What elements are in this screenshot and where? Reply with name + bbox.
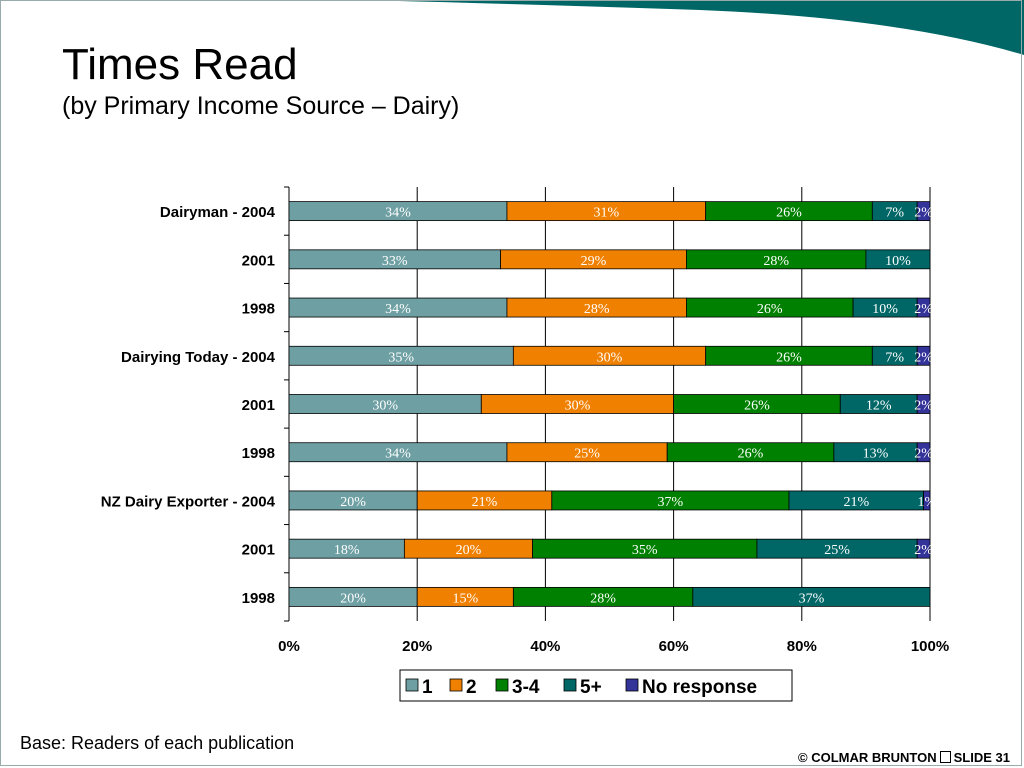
data-label: 7% xyxy=(885,350,904,365)
data-label: 26% xyxy=(744,399,770,414)
data-label: 26% xyxy=(757,302,783,317)
data-label: 34% xyxy=(385,302,411,317)
bar-segment xyxy=(916,297,931,318)
data-label: 30% xyxy=(597,350,623,365)
bar-segment xyxy=(916,442,931,463)
data-label: 37% xyxy=(658,495,684,510)
stacked-bar-chart: Dairyman - 2004 2001 1998 Dairying Today - … xyxy=(101,186,949,702)
bar-segment xyxy=(916,345,931,366)
data-label: 2% xyxy=(914,350,933,365)
x-tick-label: 60% xyxy=(659,638,689,655)
x-tick-label: 100% xyxy=(911,638,949,655)
category-label: 2001 xyxy=(242,397,275,414)
data-label: 2% xyxy=(914,302,933,317)
bar-segment xyxy=(916,538,931,559)
x-tick-label: 0% xyxy=(278,638,300,655)
bar-segment xyxy=(916,201,931,222)
data-label: 25% xyxy=(824,543,850,558)
legend-swatch xyxy=(405,678,419,692)
base-note: Base: Readers of each publication xyxy=(20,733,295,753)
data-label: 21% xyxy=(843,495,869,510)
data-label: 31% xyxy=(593,206,619,221)
legend-label: No response xyxy=(642,677,757,698)
category-label: 2001 xyxy=(242,542,275,559)
legend-label: 2 xyxy=(466,677,477,698)
data-label: 35% xyxy=(388,350,414,365)
data-label: 20% xyxy=(340,495,366,510)
data-label: 13% xyxy=(863,447,889,462)
data-label: 29% xyxy=(581,254,607,269)
category-label: 1998 xyxy=(242,301,275,318)
data-label: 33% xyxy=(382,254,408,269)
footer-brand: © COLMAR BRUNTON xyxy=(798,750,937,765)
footer: © COLMAR BRUNTON SLIDE 31 xyxy=(798,750,1010,765)
data-label: 30% xyxy=(372,399,398,414)
data-label: 26% xyxy=(738,447,764,462)
category-label: 2001 xyxy=(242,252,275,269)
x-tick-label: 80% xyxy=(787,638,817,655)
data-label: 28% xyxy=(763,254,789,269)
bar-segment xyxy=(692,586,931,607)
data-label: 26% xyxy=(776,350,802,365)
category-label: Dairyman - 2004 xyxy=(160,204,276,221)
legend-box xyxy=(399,669,793,702)
slide-subtitle: (by Primary Income Source – Dairy) xyxy=(62,92,460,120)
x-tick-label: 20% xyxy=(402,638,432,655)
legend-label: 3-4 xyxy=(512,677,540,698)
separator-icon xyxy=(939,751,951,763)
x-axis-ticks: 0% 20% 40% 60% 80% 100% xyxy=(278,638,949,655)
category-label: NZ Dairy Exporter - 2004 xyxy=(101,493,276,510)
bars: 34% 31% 26% 7% 2% 33% 29% 28% 10% 34% 28% 26% 10% 2% 3… xyxy=(288,201,936,607)
x-tick-label: 40% xyxy=(530,638,560,655)
data-label: 20% xyxy=(456,543,482,558)
bar-segment xyxy=(865,249,931,270)
slide-title: Times Read xyxy=(62,40,298,89)
category-label: 1998 xyxy=(242,445,275,462)
data-label: 2% xyxy=(914,399,933,414)
data-label: 18% xyxy=(334,543,360,558)
data-label: 21% xyxy=(472,495,498,510)
legend-label: 1 xyxy=(422,677,433,698)
bar-segment xyxy=(923,490,931,511)
category-label: 1998 xyxy=(242,590,275,607)
data-label: 37% xyxy=(799,591,825,606)
data-label: 7% xyxy=(885,206,904,221)
legend-swatch xyxy=(495,678,509,692)
header-band xyxy=(360,0,1024,55)
legend-swatch xyxy=(625,678,639,692)
data-label: 30% xyxy=(565,399,591,414)
data-label: 28% xyxy=(590,591,616,606)
data-label: 2% xyxy=(914,543,933,558)
data-label: 20% xyxy=(340,591,366,606)
data-label: 2% xyxy=(914,206,933,221)
data-label: 34% xyxy=(385,206,411,221)
data-label: 34% xyxy=(385,447,411,462)
data-label: 12% xyxy=(866,399,892,414)
legend-swatch xyxy=(449,678,463,692)
legend-label: 5+ xyxy=(580,677,602,698)
data-label: 28% xyxy=(584,302,610,317)
data-label: 15% xyxy=(452,591,478,606)
category-label: Dairying Today - 2004 xyxy=(121,349,276,366)
category-axis: Dairyman - 2004 2001 1998 Dairying Today - … xyxy=(101,186,290,622)
data-label: 1% xyxy=(917,495,936,510)
data-label: 25% xyxy=(574,447,600,462)
chart-legend: 1 2 3-4 5+ No response xyxy=(399,669,793,702)
bar-segment xyxy=(916,394,931,414)
data-label: 10% xyxy=(872,302,898,317)
data-label: 2% xyxy=(914,447,933,462)
footer-slide-number: SLIDE 31 xyxy=(953,750,1010,765)
data-label: 10% xyxy=(885,254,911,269)
legend-swatch xyxy=(563,678,577,692)
data-label: 35% xyxy=(632,543,658,558)
data-label: 26% xyxy=(776,206,802,221)
